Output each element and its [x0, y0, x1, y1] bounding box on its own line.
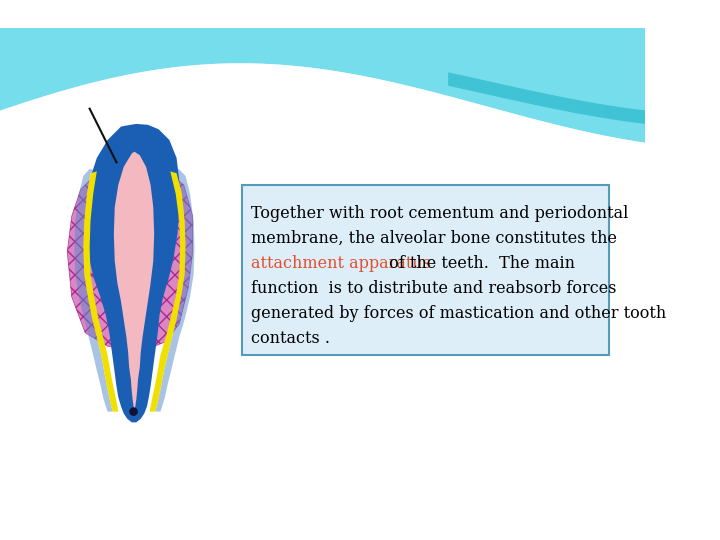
Circle shape	[130, 408, 137, 415]
Text: membrane, the alveolar bone constitutes the: membrane, the alveolar bone constitutes …	[251, 230, 617, 247]
FancyBboxPatch shape	[242, 185, 610, 355]
PathPatch shape	[155, 168, 194, 411]
PathPatch shape	[67, 163, 193, 350]
Text: contacts .: contacts .	[251, 330, 330, 347]
PathPatch shape	[84, 171, 118, 411]
PathPatch shape	[87, 124, 179, 422]
Text: of the teeth.  The main: of the teeth. The main	[384, 255, 575, 272]
PathPatch shape	[0, 28, 645, 143]
Text: Together with root cementum and periodontal: Together with root cementum and periodon…	[251, 205, 629, 221]
PathPatch shape	[114, 152, 154, 409]
Text: generated by forces of mastication and other tooth: generated by forces of mastication and o…	[251, 305, 666, 322]
PathPatch shape	[150, 171, 186, 411]
Text: function  is to distribute and reabsorb forces: function is to distribute and reabsorb f…	[251, 280, 616, 297]
Text: attachment apparatus: attachment apparatus	[251, 255, 431, 272]
PathPatch shape	[448, 28, 645, 124]
PathPatch shape	[0, 63, 645, 153]
PathPatch shape	[74, 168, 113, 411]
